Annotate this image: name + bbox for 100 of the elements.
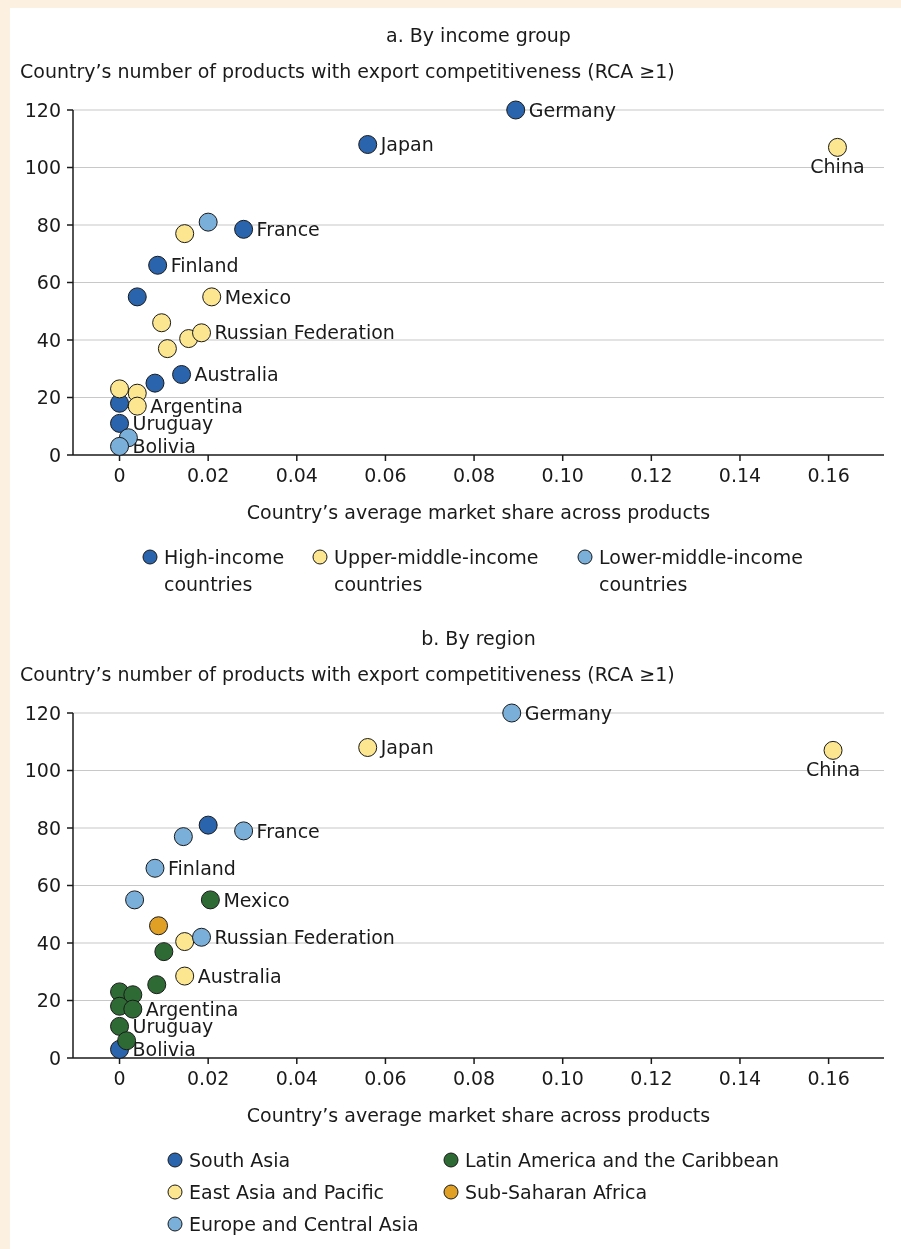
x-tick-label: 0.14 (718, 1067, 762, 1089)
x-tick-label: 0.08 (452, 1067, 496, 1089)
annotation: China (805, 758, 861, 781)
x-tick-label: 0 (113, 464, 126, 486)
legend-label: East Asia and Pacific (189, 1180, 385, 1203)
annotation: Japan (379, 133, 434, 156)
y-tick-label: 120 (24, 98, 61, 121)
point (157, 339, 177, 359)
x-tick-label: 0.10 (541, 464, 584, 486)
x-tick-label: 0.16 (807, 1067, 850, 1089)
x-tick-label: 0.10 (541, 1067, 584, 1089)
x-axis-title: Country’s average market share across products (246, 1104, 711, 1126)
x-tick-label: 0.14 (718, 464, 762, 486)
x-tick-label: 0.04 (275, 464, 318, 486)
y-tick-label: 60 (36, 874, 61, 897)
y-tick-label: 80 (36, 816, 61, 839)
y-axis-title: Country’s number of products with export competitiveness (RCA ≥1) (20, 60, 675, 82)
annotation: Finland (167, 856, 236, 879)
point (358, 738, 378, 757)
point (145, 858, 165, 878)
x-tick-label: 0.02 (187, 464, 230, 486)
y-tick-label: 20 (36, 386, 61, 409)
point (827, 137, 847, 157)
y-axis-title: Country’s number of products with export competitiveness (RCA ≥1) (20, 663, 675, 685)
y-tick-label: 40 (36, 931, 61, 954)
y-tick-label: 0 (48, 443, 61, 466)
point (172, 365, 192, 384)
annotation: Bolivia (132, 435, 196, 458)
legend-label: Sub-Saharan Africa (465, 1180, 648, 1203)
y-tick-label: 120 (24, 701, 61, 724)
point (110, 413, 130, 433)
annotation: France (256, 819, 320, 842)
point (234, 219, 254, 239)
annotation: Japan (379, 736, 434, 759)
y-tick-label: 40 (36, 328, 61, 351)
x-tick-label: 0.06 (364, 1067, 407, 1089)
point (175, 932, 195, 952)
point (110, 379, 130, 399)
point (145, 373, 165, 393)
point (358, 135, 378, 154)
annotation: Russian Federation (214, 321, 395, 344)
point (198, 212, 218, 232)
x-tick-label: 0.04 (275, 1067, 318, 1089)
annotation: Germany (528, 98, 617, 121)
y-tick-label: 80 (36, 213, 61, 236)
x-tick-label: 0.12 (630, 464, 673, 486)
point (198, 815, 218, 835)
point (192, 927, 212, 947)
legend-label: Lower-middle-income countries (599, 545, 803, 596)
point (175, 966, 195, 986)
x-tick-label: 0.12 (630, 1067, 673, 1089)
legend-label: South Asia (189, 1148, 291, 1171)
x-tick-label: 0.08 (452, 464, 496, 486)
chart-title: b. By region (421, 627, 536, 649)
y-tick-label: 100 (24, 156, 61, 179)
point (152, 313, 172, 333)
point (234, 821, 254, 841)
annotation: Argentina (145, 997, 239, 1020)
x-tick-label: 0.02 (187, 1067, 230, 1089)
point (127, 287, 147, 307)
annotation: Germany (524, 701, 613, 724)
chart-title: a. By income group (386, 24, 571, 46)
y-tick-label: 60 (36, 271, 61, 294)
legend-label: High-income countries (164, 545, 285, 596)
point (200, 890, 220, 910)
annotation: Russian Federation (214, 925, 395, 948)
point (110, 436, 130, 456)
annotation: Mexico (223, 888, 290, 911)
annotation: France (256, 217, 320, 240)
legend-label: Latin America and the Caribbean (465, 1148, 779, 1171)
point (123, 999, 143, 1019)
point (192, 323, 212, 343)
y-tick-label: 20 (36, 989, 61, 1012)
point (149, 916, 169, 936)
point (154, 942, 174, 962)
annotation: Australia (197, 964, 282, 987)
annotation: Finland (170, 253, 239, 276)
point (202, 287, 222, 307)
point (506, 100, 526, 120)
point (127, 396, 147, 416)
legend-label: Upper-middle-income countries (334, 545, 539, 596)
point (175, 224, 195, 244)
point (173, 827, 193, 847)
annotation: Australia (194, 363, 279, 386)
annotation: Bolivia (132, 1038, 196, 1061)
annotation: Mexico (224, 285, 292, 308)
y-tick-label: 100 (24, 759, 61, 782)
x-axis-title: Country’s average market share across products (246, 501, 711, 523)
point (147, 975, 167, 995)
point (502, 703, 522, 723)
point (148, 255, 168, 275)
legend-label: Europe and Central Asia (189, 1212, 419, 1235)
point (125, 890, 145, 910)
point (110, 1016, 130, 1036)
x-tick-label: 0.06 (364, 464, 407, 486)
x-tick-label: 0 (113, 1067, 126, 1089)
point (823, 740, 843, 760)
annotation: China (810, 155, 865, 178)
y-tick-label: 0 (48, 1046, 61, 1069)
annotation: Argentina (150, 394, 243, 417)
